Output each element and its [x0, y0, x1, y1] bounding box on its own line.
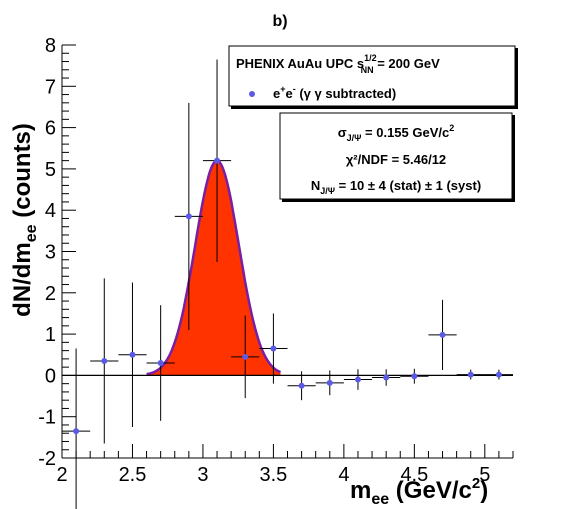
- data-point: [456, 369, 485, 380]
- data-point: [372, 369, 401, 386]
- data-point: [484, 369, 513, 380]
- x-tick-label: 2.5: [119, 464, 147, 486]
- fit-chi2: χ²/NDF = 5.46/12: [346, 152, 446, 167]
- data-point: [146, 305, 175, 421]
- y-tick-label: 0: [45, 365, 56, 387]
- data-marker: [411, 373, 418, 380]
- y-tick-label: 5: [45, 159, 56, 181]
- fit-curve: [146, 159, 282, 376]
- data-point: [343, 369, 373, 390]
- y-tick-label: 2: [45, 283, 56, 305]
- y-tick-label: 8: [45, 35, 56, 57]
- y-tick-label: 1: [45, 324, 56, 346]
- fit-njpsi: NJ/Ψ = 10 ± 4 (stat) ± 1 (syst): [311, 178, 481, 196]
- x-tick-label: 4: [338, 464, 349, 486]
- data-marker: [214, 157, 221, 164]
- fit-fill-layer: [146, 159, 282, 376]
- legend-shadow-bottom: [231, 106, 518, 109]
- fit-box-shadow-bottom: [282, 199, 515, 202]
- y-tick-label: 6: [45, 118, 56, 140]
- data-point: [90, 278, 119, 444]
- data-marker: [467, 371, 474, 378]
- legend: PHENIX AuAu UPC s1/2 NN = 200 GeV e+e- (γ…: [228, 45, 518, 109]
- fit-results-box: σJ/Ψ = 0.155 GeV/c2 χ²/NDF = 5.46/12 NJ/…: [279, 112, 515, 202]
- fit-box-shadow-right: [512, 115, 515, 201]
- data-points-layer: [62, 59, 513, 509]
- y-tick-label: 3: [45, 242, 56, 264]
- data-marker: [326, 379, 333, 386]
- data-marker: [354, 376, 361, 383]
- legend-series-label: e+e- (γ γ subtracted): [273, 84, 396, 101]
- y-tick-label: 4: [45, 200, 56, 222]
- data-point: [287, 371, 316, 401]
- data-point: [400, 368, 429, 384]
- x-tick-label: 2: [56, 464, 67, 486]
- data-marker: [439, 331, 446, 338]
- data-point: [62, 348, 91, 509]
- y-tick-label: -2: [38, 448, 56, 470]
- data-point: [259, 313, 288, 384]
- legend-header: PHENIX AuAu UPC s1/2 NN = 200 GeV: [236, 53, 440, 75]
- data-point: [174, 102, 203, 330]
- x-tick-label: 3: [197, 464, 208, 486]
- data-point: [202, 59, 232, 262]
- data-marker: [383, 374, 390, 381]
- data-marker: [73, 428, 80, 435]
- axes-layer: -2 -1 0 1 2 3 4 5 6 7 8 2 2.5 3 3.5 4 4.5 5: [38, 35, 514, 486]
- legend-frame: [228, 45, 516, 107]
- data-point: [428, 299, 457, 371]
- x-tick-label: 5: [479, 464, 490, 486]
- data-point: [118, 282, 147, 428]
- data-marker: [157, 360, 164, 367]
- data-marker: [270, 345, 277, 352]
- data-marker: [129, 351, 136, 358]
- x-axis-title: mee (GeV/c2): [350, 475, 488, 508]
- fit-area: [146, 160, 281, 376]
- x-tick-label: 3.5: [260, 464, 288, 486]
- data-marker: [185, 213, 192, 220]
- y-axis-title: dN/dmee (counts): [9, 123, 40, 317]
- x-tick-label: 4.5: [400, 464, 428, 486]
- legend-shadow-right: [515, 48, 518, 108]
- y-tick-label: -1: [38, 407, 56, 429]
- data-marker: [101, 357, 108, 364]
- data-marker: [242, 353, 249, 360]
- data-marker: [298, 382, 305, 389]
- data-point: [315, 370, 344, 396]
- panel-label: b): [272, 13, 287, 30]
- data-marker: [495, 371, 502, 378]
- data-point: [231, 315, 260, 399]
- fit-sigma: σJ/Ψ = 0.155 GeV/c2: [338, 123, 455, 143]
- legend-marker: [249, 91, 255, 97]
- y-tick-label: 7: [45, 76, 56, 98]
